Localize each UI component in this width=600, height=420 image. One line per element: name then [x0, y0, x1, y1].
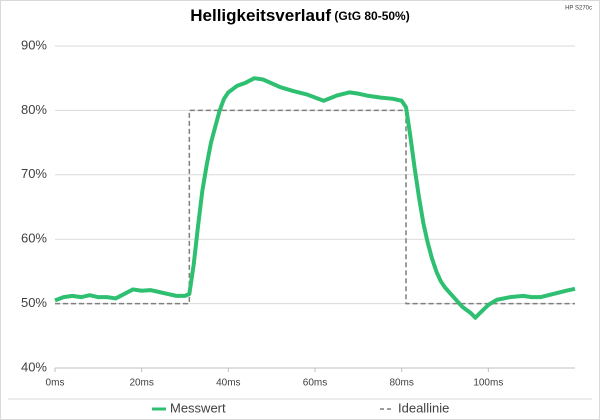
x-tick-label: 40ms: [216, 378, 240, 389]
chart-title: Helligkeitsverlauf: [190, 6, 331, 25]
y-tick-label: 60%: [21, 231, 47, 246]
series-line: [54, 76, 576, 320]
legend-label: Messwert: [170, 400, 226, 415]
y-tick-label: 50%: [21, 295, 47, 310]
y-tick-label: 90%: [21, 37, 47, 52]
chart-subtitle: (GtG 80-50%): [334, 9, 409, 23]
x-tick-label: 100ms: [473, 378, 503, 389]
y-tick-label: 70%: [21, 166, 47, 181]
corner-note: HP S270c: [565, 6, 592, 12]
x-tick-label: 60ms: [303, 378, 327, 389]
series-line: [55, 109, 575, 305]
legend-label: Ideallinie: [398, 400, 449, 415]
x-tick-label: 20ms: [129, 378, 153, 389]
x-tick-label: 80ms: [389, 378, 413, 389]
y-tick-label: 80%: [21, 102, 47, 117]
x-tick-label: 0ms: [46, 378, 65, 389]
chart-title-group: Helligkeitsverlauf (GtG 80-50%): [190, 6, 409, 25]
y-tick-label: 40%: [21, 359, 47, 374]
